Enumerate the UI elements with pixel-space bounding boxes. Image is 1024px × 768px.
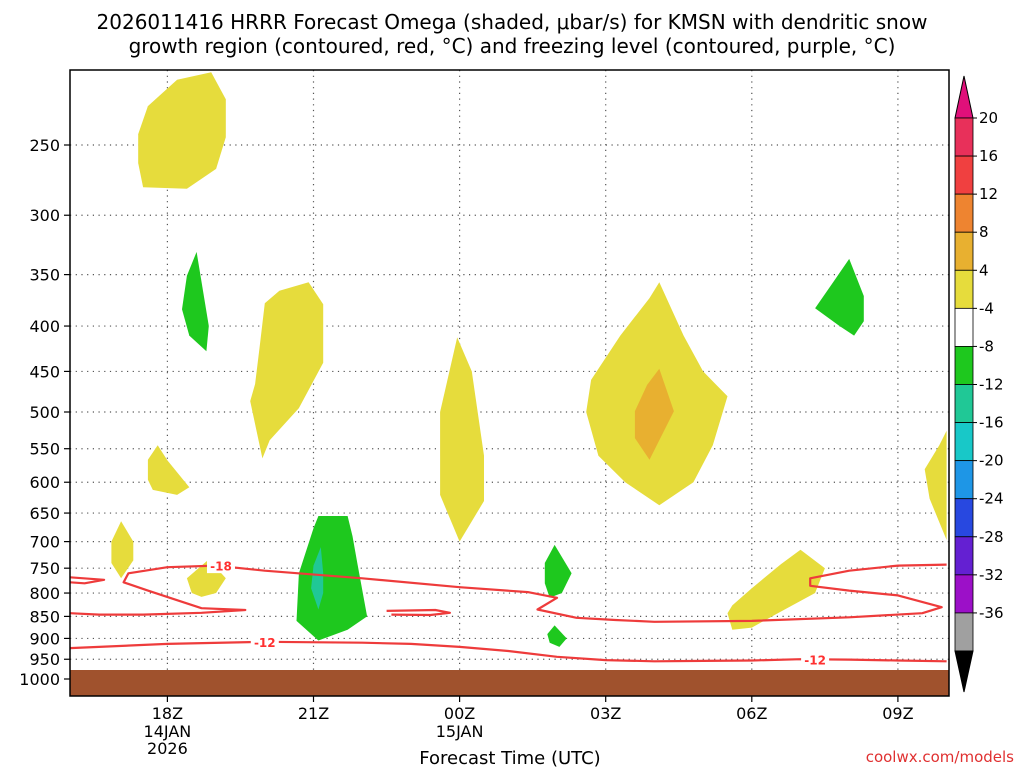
x-tick-label: 21Z xyxy=(298,704,329,723)
colorbar-band xyxy=(954,536,974,576)
colorbar-band xyxy=(954,231,974,271)
colorbar-label: -4 xyxy=(979,299,994,317)
y-tick-label: 850 xyxy=(29,607,60,626)
colorbar-top-arrow xyxy=(954,75,974,119)
omega-region-14 xyxy=(544,544,572,598)
colorbar-label: -12 xyxy=(979,376,1004,394)
x-tick-label: 00Z xyxy=(444,704,475,723)
colorbar-band xyxy=(954,346,974,385)
x-tick-label: 18Z xyxy=(152,704,183,723)
colorbar-label: -8 xyxy=(979,337,994,355)
y-tick-label: 650 xyxy=(29,504,60,523)
colorbar-band xyxy=(954,307,974,347)
dgz-contour-5 xyxy=(386,608,451,617)
contour-label: -12 xyxy=(804,654,826,668)
colorbar-label: -28 xyxy=(979,528,1004,546)
credit-label: coolwx.com/models xyxy=(866,748,1014,766)
dgz-contour-3 xyxy=(70,563,947,623)
colorbar-label: 20 xyxy=(979,109,998,127)
omega-region-9 xyxy=(924,430,947,540)
y-tick-label: 350 xyxy=(29,266,60,285)
colorbar-band xyxy=(954,117,974,157)
x-tick-label: 03Z xyxy=(590,704,621,723)
y-tick-label: 750 xyxy=(29,559,60,578)
contour-label-bg xyxy=(801,653,830,668)
x-tick-date: 15JAN xyxy=(436,722,484,741)
y-tick-label: 600 xyxy=(29,473,60,492)
y-tick-label: 700 xyxy=(29,533,60,552)
colorbar-band xyxy=(954,574,974,614)
omega-region-15 xyxy=(547,625,567,647)
colorbar-band xyxy=(954,155,974,195)
chart-title-line1: 2026011416 HRRR Forecast Omega (shaded, … xyxy=(97,10,928,34)
chart-title-line2: growth region (contoured, red, °C) and f… xyxy=(129,34,896,58)
y-axis: 250 300 350 400 450 500 550 600 650 700 750 800 850 9… xyxy=(19,136,70,689)
ground-bar xyxy=(70,670,949,696)
x-tick-year: 2026 xyxy=(147,739,188,758)
y-tick-label: 800 xyxy=(29,584,60,603)
omega-region-6 xyxy=(440,337,484,542)
omega-region-4 xyxy=(111,521,134,579)
colorbar-label: -16 xyxy=(979,414,1004,432)
colorbar-label: 16 xyxy=(979,147,998,165)
omega-region-2 xyxy=(250,282,324,459)
colorbar-band xyxy=(954,612,974,652)
colorbar-label: 12 xyxy=(979,185,998,203)
plot-frame xyxy=(69,69,950,697)
colorbar-band xyxy=(954,193,974,233)
y-tick-label: 300 xyxy=(29,206,60,225)
colorbar-label: -20 xyxy=(979,452,1004,470)
y-tick-label: 950 xyxy=(29,650,60,669)
colorbar-bottom-arrow xyxy=(954,650,974,693)
colorbar-label: 4 xyxy=(979,261,989,279)
colorbar-label: 8 xyxy=(979,223,989,241)
contour-label: -18 xyxy=(210,560,232,574)
y-tick-label: 550 xyxy=(29,440,60,459)
contour-label-bg xyxy=(206,559,235,574)
x-axis-title: Forecast Time (UTC) xyxy=(419,748,600,768)
colorbar-band xyxy=(954,384,974,423)
omega-region-3 xyxy=(147,445,190,495)
y-tick-label: 900 xyxy=(29,629,60,648)
omega-region-12 xyxy=(815,258,864,336)
colorbar-label: -36 xyxy=(979,604,1004,622)
y-tick-label: 400 xyxy=(29,317,60,336)
x-tick-label: 06Z xyxy=(736,704,767,723)
colorbar-band xyxy=(954,460,974,500)
omega-region-13 xyxy=(296,516,368,641)
y-tick-label: 500 xyxy=(29,403,60,422)
omega-region-11 xyxy=(182,251,209,352)
omega-region-1 xyxy=(138,72,226,189)
y-tick-label: 250 xyxy=(29,136,60,155)
plot-gridlines xyxy=(70,70,949,696)
colorbar: 20 16 12 8 4 -4 -8 -12 -16 -20 -24 -28 -32 -36 xyxy=(954,75,1004,693)
contour-label-bg xyxy=(250,635,279,650)
omega-region-10 xyxy=(634,368,674,460)
omega-region-16 xyxy=(311,547,324,610)
x-tick-date: 14JAN xyxy=(144,722,192,741)
y-tick-label: 1000 xyxy=(19,670,60,689)
omega-region-8 xyxy=(727,549,825,630)
colorbar-label: -24 xyxy=(979,490,1004,508)
contour-label: -12 xyxy=(254,636,276,650)
colorbar-band xyxy=(954,269,974,309)
omega-shading xyxy=(111,72,947,647)
contour-labels: -12 -12 -18 xyxy=(206,559,830,668)
y-tick-label: 450 xyxy=(29,362,60,381)
dgz-contour-4 xyxy=(70,576,106,585)
x-tick-label: 09Z xyxy=(882,704,913,723)
colorbar-band xyxy=(954,422,974,462)
colorbar-label: -32 xyxy=(979,566,1004,584)
colorbar-band xyxy=(954,498,974,538)
